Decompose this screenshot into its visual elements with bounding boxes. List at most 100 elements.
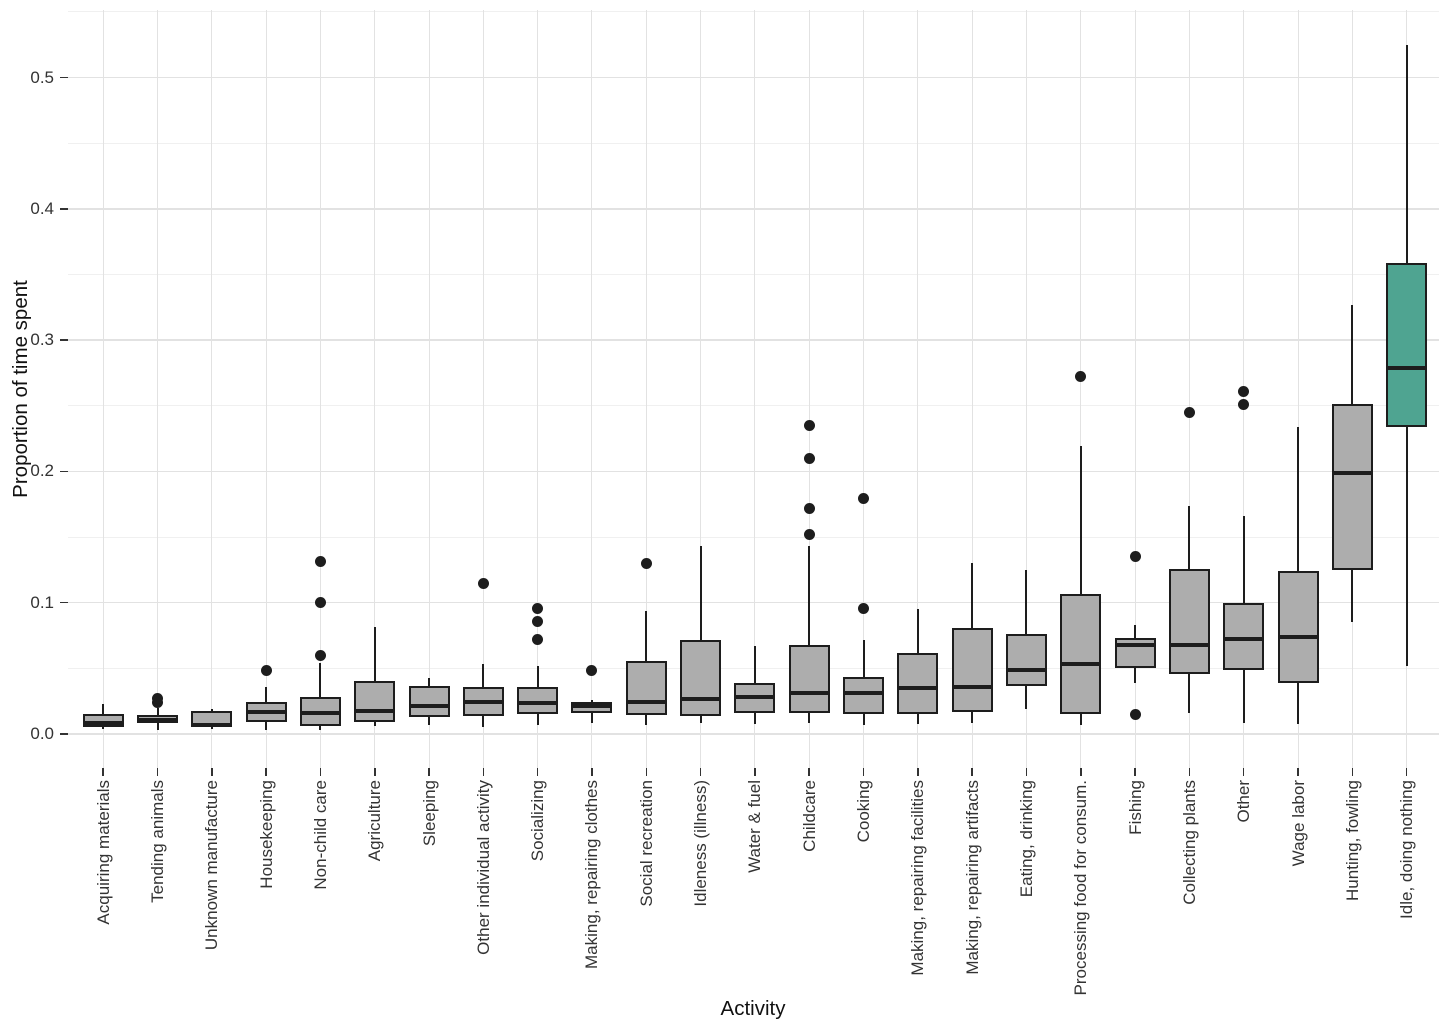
boxplot-whisker: [373, 626, 376, 727]
x-axis-tick: [971, 768, 973, 776]
x-axis-tick: [1080, 768, 1082, 776]
grid-vertical-line: [265, 10, 267, 768]
y-tick-label: 0.1: [30, 592, 54, 612]
boxplot-median-line: [680, 696, 722, 701]
y-axis-title: Proportion of time spent: [9, 280, 32, 498]
x-tick-label: Idle, doing nothing: [1397, 780, 1417, 919]
grid-vertical-line: [102, 10, 104, 768]
outlier-dot: [1129, 708, 1141, 720]
grid-vertical-line: [971, 10, 973, 768]
x-axis-tick: [265, 768, 267, 776]
boxplot-box: [951, 628, 993, 712]
x-tick-label: Making, repairing artifacts: [962, 780, 982, 975]
boxplot-box: [897, 653, 939, 715]
boxplot-whisker: [319, 663, 322, 731]
boxplot-box: [517, 687, 559, 715]
grid-vertical-line: [374, 10, 376, 768]
boxplot-median-line: [1168, 642, 1210, 647]
x-tick-label: Eating, drinking: [1016, 780, 1036, 898]
boxplot-box: [1386, 263, 1428, 428]
x-tick-label: Tending animals: [148, 780, 167, 903]
boxplot-median-line: [191, 722, 233, 727]
grid-vertical-line: [917, 10, 919, 768]
outlier-dot: [858, 492, 870, 504]
grid-major-line: [68, 76, 1439, 79]
boxplot-box: [408, 686, 450, 717]
boxplot-box: [843, 676, 885, 715]
boxplot-box: [680, 640, 722, 717]
grid-major-line: [68, 208, 1439, 210]
x-tick-label: Unknown manufacture: [202, 780, 222, 951]
boxplot-median-line: [354, 709, 396, 714]
x-tick-label: Making, repairing clothes: [582, 780, 602, 969]
x-axis-tick: [428, 768, 430, 776]
x-tick-label: Non-child care: [310, 780, 330, 890]
boxplot-median-line: [734, 694, 776, 699]
boxplot-median-line: [137, 717, 178, 722]
grid-major-line: [68, 339, 1439, 341]
x-axis-tick: [1134, 768, 1136, 776]
x-axis-tick: [1351, 768, 1354, 776]
x-tick-label: Other individual activity: [473, 780, 493, 955]
grid-vertical-line: [537, 10, 539, 768]
grid-vertical-line: [754, 10, 756, 768]
boxplot-box: [1331, 404, 1373, 570]
grid-vertical-line: [863, 10, 865, 768]
outlier-dot: [314, 597, 326, 609]
x-axis-title: Activity: [720, 997, 786, 1020]
grid-minor-line: [68, 536, 1439, 538]
boxplot-median-line: [1114, 643, 1156, 648]
x-tick-label: Wage labor: [1288, 780, 1308, 867]
outlier-dot: [803, 419, 815, 431]
outlier-dot: [314, 649, 326, 661]
x-axis-tick: [482, 768, 485, 776]
grid-vertical-line: [428, 10, 430, 768]
x-tick-label: Water & fuel: [745, 780, 765, 873]
y-axis-tick: [60, 470, 68, 473]
boxplot-median-line: [1223, 637, 1265, 642]
boxplot-whisker: [1079, 445, 1082, 726]
x-tick-label: Housekeeping: [256, 780, 276, 889]
x-tick-label: Fishing: [1125, 780, 1145, 835]
x-axis-tick: [862, 768, 865, 776]
boxplot-median-line: [1386, 366, 1428, 371]
outlier-dot: [803, 502, 815, 514]
x-axis-tick: [917, 768, 919, 776]
boxplot-median-line: [1005, 668, 1047, 673]
grid-vertical-line: [1188, 10, 1190, 768]
grid-vertical-line: [482, 10, 484, 768]
boxplot-median-line: [408, 704, 450, 709]
boxplot-median-line: [625, 699, 667, 704]
grid-vertical-line: [591, 10, 593, 768]
grid-major-line: [68, 733, 1439, 735]
x-tick-label: Collecting plants: [1179, 780, 1199, 905]
outlier-dot: [640, 558, 652, 570]
grid-vertical-line: [1080, 10, 1082, 768]
boxplot-box: [1060, 594, 1102, 715]
x-tick-label: Making, repairing facilities: [908, 780, 928, 976]
grid-minor-line: [68, 142, 1439, 144]
outlier-dot: [532, 633, 544, 645]
boxplot-median-line: [1331, 471, 1373, 476]
outlier-dot: [858, 603, 870, 615]
y-axis-tick: [60, 733, 68, 735]
grid-major-line: [68, 601, 1439, 604]
x-axis-tick: [156, 768, 159, 776]
outlier-dot: [532, 603, 544, 615]
outlier-dot: [1075, 371, 1087, 383]
outlier-dot: [1238, 398, 1250, 410]
grid-vertical-line: [319, 10, 321, 768]
outlier-dot: [1238, 385, 1250, 397]
boxplot-box: [1277, 570, 1319, 684]
boxplot-median-line: [571, 704, 613, 709]
boxplot-median-line: [843, 690, 885, 695]
x-axis-tick: [699, 768, 702, 776]
outlier-dot: [803, 452, 815, 464]
x-tick-label: Hunting, fowling: [1342, 780, 1362, 901]
x-axis-tick: [1242, 768, 1245, 776]
x-tick-label: Childcare: [799, 780, 819, 852]
boxplot-box: [1005, 633, 1047, 687]
boxplot-median-line: [951, 685, 993, 690]
outlier-dot: [1129, 551, 1141, 563]
